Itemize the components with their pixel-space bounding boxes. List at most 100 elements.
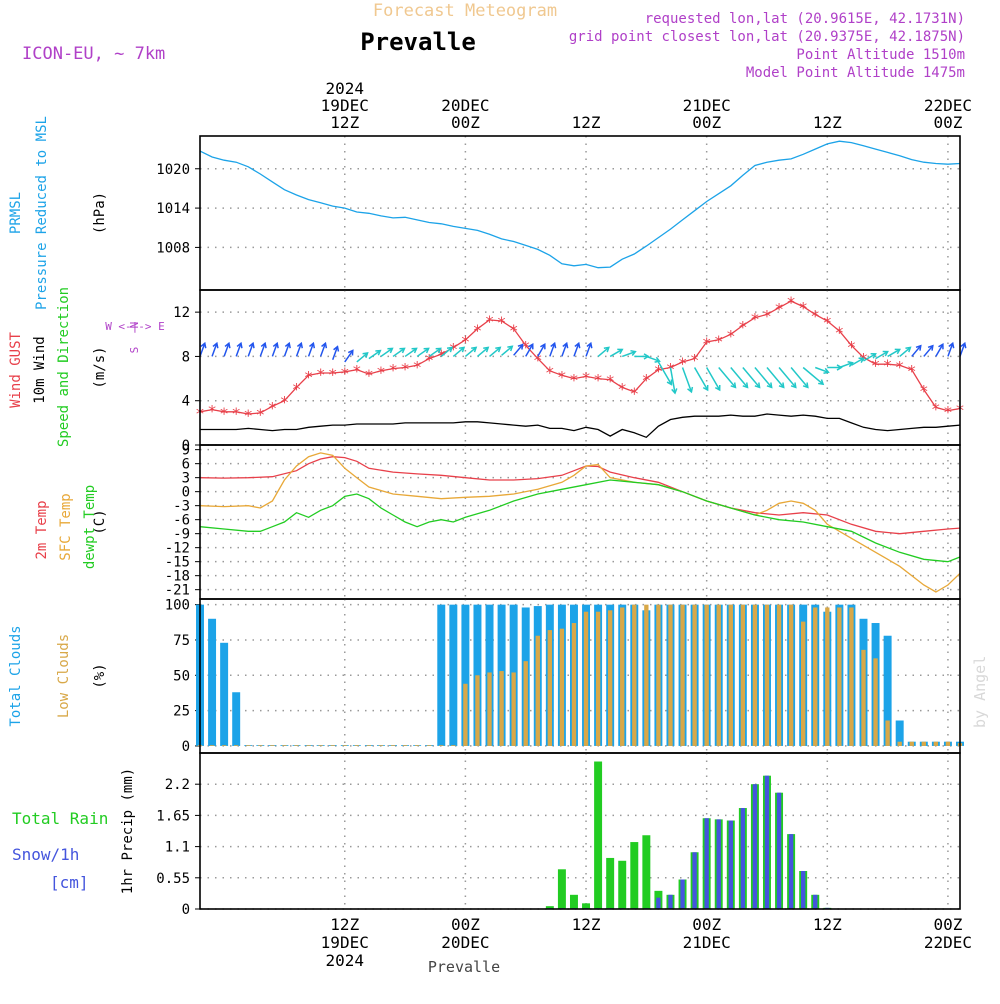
gust-marker: * <box>255 405 265 424</box>
compass-we: W <-|-> E <box>105 320 165 333</box>
bar-low-clouds <box>692 604 697 746</box>
bar-snow-1h <box>788 834 794 909</box>
wind-arrow <box>476 346 489 358</box>
bar-low-clouds <box>306 745 311 746</box>
wind-arrow <box>344 350 354 363</box>
bar-low-clouds <box>439 745 444 746</box>
ytick-label: 8 <box>182 349 190 365</box>
wind-arrow <box>525 343 534 357</box>
wind-arrow-head <box>702 385 709 392</box>
bar-total-clouds <box>437 604 446 746</box>
gust-marker: * <box>883 356 893 375</box>
wind-arrow-head <box>915 344 922 351</box>
wind-arrow <box>609 348 623 358</box>
ytick-label: 25 <box>173 704 190 720</box>
wind-arrow <box>935 343 944 357</box>
gust-marker: * <box>581 368 591 387</box>
wind-arrow <box>730 367 749 388</box>
bar-low-clouds <box>318 745 323 746</box>
wind-arrow-head <box>333 345 340 352</box>
bar-low-clouds <box>499 671 504 746</box>
gust-marker: * <box>738 317 748 336</box>
bar-total-rain <box>545 906 554 909</box>
bar-total-clouds <box>208 618 217 746</box>
wind-arrow-head <box>224 341 231 349</box>
grid-point-coords: grid point closest lon,lat (20.9375E, 42… <box>569 29 965 45</box>
series-line-2m-temp <box>199 456 961 535</box>
top-time-label: 00Z <box>933 113 962 132</box>
wind-arrow-head <box>905 346 912 353</box>
bottom-time-label: 00Z <box>692 915 721 934</box>
ytick-label: 100 <box>165 598 190 614</box>
wind-arrow <box>899 346 911 358</box>
wind-arrow <box>392 347 405 358</box>
wind-arrow-head <box>236 341 243 349</box>
bar-total-rain <box>582 903 591 909</box>
panel-frame <box>199 135 961 291</box>
ytick-label: 1014 <box>156 201 190 217</box>
bar-low-clouds <box>776 604 782 746</box>
gust-marker: * <box>328 365 338 384</box>
gust-label: Wind GUST <box>8 332 24 408</box>
gust-marker: * <box>629 384 639 403</box>
gust-marker: * <box>762 306 772 325</box>
gust-marker: * <box>461 332 471 351</box>
bottom-time-label: 20DEC <box>441 933 489 952</box>
top-time-label: 22DEC <box>924 96 972 115</box>
panel-frame <box>199 752 961 910</box>
ytick-label: 9 <box>182 443 190 459</box>
bar-low-clouds <box>559 628 565 746</box>
bar-low-clouds <box>668 604 673 746</box>
wind-arrow <box>428 347 442 358</box>
prmsl-label-2: Pressure Reduced to MSL <box>34 116 50 310</box>
bar-snow-1h <box>728 820 733 909</box>
wind-arrow <box>790 367 809 388</box>
bar-low-clouds <box>764 604 770 746</box>
bar-total-rain <box>606 857 615 909</box>
watermark: by Angel <box>971 656 989 728</box>
wind-arrow-head <box>927 344 934 351</box>
unit-label: (C) <box>92 509 108 534</box>
wind-arrow-head <box>671 388 678 395</box>
bar-low-clouds <box>487 672 492 746</box>
gust-marker: * <box>557 367 567 386</box>
bar-snow-1h <box>752 784 758 909</box>
gust-marker: * <box>702 334 712 353</box>
ytick-label: -6 <box>173 513 190 529</box>
wind-arrow <box>863 353 876 362</box>
gust-marker: * <box>376 363 386 382</box>
wind-arrow <box>416 347 430 358</box>
lcc-label: Low Clouds <box>56 634 72 718</box>
gust-marker: * <box>714 332 724 351</box>
wind-arrow-head <box>574 341 581 349</box>
bar-low-clouds <box>644 604 649 746</box>
panel-frame <box>199 289 961 446</box>
wind-arrow-head <box>507 345 514 352</box>
bar-total-rain <box>569 894 578 909</box>
wind-arrow-head <box>296 341 303 349</box>
gust-marker: * <box>280 393 290 412</box>
gust-marker: * <box>654 362 664 381</box>
wind-arrow-head <box>347 349 354 356</box>
top-time-label: 21DEC <box>683 96 731 115</box>
model-altitude: Model Point Altitude 1475m <box>746 65 965 81</box>
wind-arrow <box>742 367 761 388</box>
model-label: ICON-EU, ~ 7km <box>22 44 165 64</box>
bar-total-rain <box>557 869 566 909</box>
panel-precip: 0 0.55 1.1 1.65 2.2 1hr Precip (mm) <box>120 752 961 918</box>
wind-arrow <box>778 367 797 388</box>
bar-low-clouds <box>354 745 359 746</box>
wind-arrow <box>802 366 824 385</box>
wind-arrow <box>259 343 266 357</box>
gust-marker: * <box>485 312 495 331</box>
panel-prmsl: 1008 1014 1020 (hPa) <box>92 135 961 291</box>
wind-arrow-head <box>960 341 967 349</box>
wind-arrow-head <box>617 348 624 355</box>
ytick-label: 0 <box>182 739 190 755</box>
series-line-10m-wind <box>200 413 961 439</box>
bar-snow-1h <box>704 818 709 909</box>
wind-arrow <box>585 343 592 357</box>
snow-label: Snow/1h <box>12 845 79 864</box>
dewpt-label: dewpt Temp <box>82 485 98 569</box>
